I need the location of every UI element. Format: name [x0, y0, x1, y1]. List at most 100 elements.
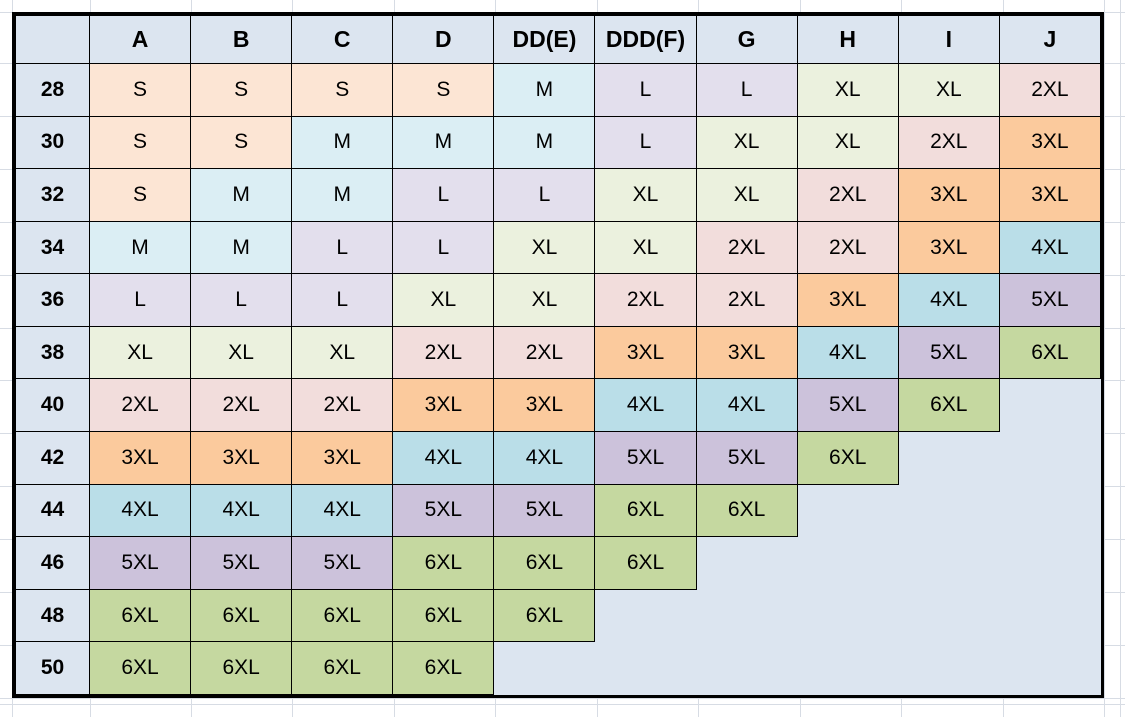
- cell-28-DD(E)[interactable]: M: [493, 63, 596, 117]
- cell-38-G[interactable]: 3XL: [695, 325, 798, 380]
- row-header-48[interactable]: 48: [15, 588, 90, 643]
- cell-46-J[interactable]: [999, 536, 1101, 590]
- cell-32-DDD(F)[interactable]: XL: [594, 168, 697, 222]
- cell-42-DDD(F)[interactable]: 5XL: [594, 431, 697, 485]
- row-header-44[interactable]: 44: [15, 483, 90, 538]
- cell-40-I[interactable]: 6XL: [897, 378, 1000, 433]
- cell-36-C[interactable]: L: [291, 273, 394, 327]
- cell-28-G[interactable]: L: [695, 63, 798, 117]
- cell-50-A[interactable]: 6XL: [88, 641, 192, 695]
- cell-36-DDD(F)[interactable]: 2XL: [594, 273, 697, 327]
- cell-36-A[interactable]: L: [88, 273, 192, 327]
- cell-42-DD(E)[interactable]: 4XL: [493, 431, 596, 485]
- cell-50-DD(E)[interactable]: [493, 641, 595, 695]
- cell-44-D[interactable]: 5XL: [392, 483, 495, 538]
- cell-28-I[interactable]: XL: [897, 63, 1000, 117]
- row-header-34[interactable]: 34: [15, 220, 90, 275]
- cell-30-DD(E)[interactable]: M: [493, 115, 596, 170]
- cell-28-A[interactable]: S: [88, 63, 192, 117]
- cell-32-B[interactable]: M: [190, 168, 293, 222]
- cell-48-D[interactable]: 6XL: [392, 588, 495, 643]
- row-header-30[interactable]: 30: [15, 115, 90, 170]
- cell-50-I[interactable]: [898, 641, 1000, 695]
- cell-44-B[interactable]: 4XL: [190, 483, 293, 538]
- cell-34-G[interactable]: 2XL: [695, 220, 798, 275]
- cell-50-DDD(F)[interactable]: [594, 641, 697, 695]
- cell-32-A[interactable]: S: [88, 168, 192, 222]
- cell-34-I[interactable]: 3XL: [897, 220, 1000, 275]
- cell-30-H[interactable]: XL: [796, 115, 899, 170]
- cell-50-B[interactable]: 6XL: [190, 641, 293, 695]
- row-header-50[interactable]: 50: [15, 641, 90, 695]
- cell-46-H[interactable]: [797, 536, 899, 590]
- cell-34-D[interactable]: L: [392, 220, 495, 275]
- cell-34-A[interactable]: M: [88, 220, 192, 275]
- cell-40-G[interactable]: 4XL: [695, 378, 798, 433]
- column-header-I[interactable]: I: [897, 15, 1000, 64]
- cell-40-H[interactable]: 5XL: [796, 378, 899, 433]
- cell-34-H[interactable]: 2XL: [796, 220, 899, 275]
- cell-28-DDD(F)[interactable]: L: [594, 63, 697, 117]
- cell-34-C[interactable]: L: [291, 220, 394, 275]
- cell-30-I[interactable]: 2XL: [897, 115, 1000, 170]
- cell-32-H[interactable]: 2XL: [796, 168, 899, 222]
- row-header-42[interactable]: 42: [15, 431, 90, 485]
- row-header-36[interactable]: 36: [15, 273, 90, 327]
- cell-48-DD(E)[interactable]: 6XL: [493, 588, 596, 643]
- cell-46-G[interactable]: [696, 536, 798, 590]
- cell-36-H[interactable]: 3XL: [796, 273, 899, 327]
- cell-38-A[interactable]: XL: [88, 325, 192, 380]
- column-header-H[interactable]: H: [796, 15, 899, 64]
- row-header-40[interactable]: 40: [15, 378, 90, 433]
- cell-36-DD(E)[interactable]: XL: [493, 273, 596, 327]
- cell-30-B[interactable]: S: [190, 115, 293, 170]
- row-header-38[interactable]: 38: [15, 325, 90, 380]
- cell-48-J[interactable]: [999, 589, 1101, 642]
- cell-50-C[interactable]: 6XL: [291, 641, 394, 695]
- column-header-C[interactable]: C: [291, 15, 394, 64]
- cell-30-J[interactable]: 3XL: [998, 115, 1102, 170]
- cell-38-DD(E)[interactable]: 2XL: [493, 325, 596, 380]
- cell-48-DDD(F)[interactable]: [594, 589, 697, 642]
- row-header-28[interactable]: 28: [15, 63, 90, 117]
- column-header-DD(E)[interactable]: DD(E): [493, 15, 596, 64]
- cell-50-G[interactable]: [696, 641, 798, 695]
- column-header-J[interactable]: J: [998, 15, 1102, 64]
- cell-44-C[interactable]: 4XL: [291, 483, 394, 538]
- cell-42-H[interactable]: 6XL: [796, 431, 899, 485]
- cell-38-J[interactable]: 6XL: [998, 325, 1102, 380]
- cell-42-I[interactable]: [898, 431, 1000, 485]
- cell-38-B[interactable]: XL: [190, 325, 293, 380]
- cell-40-B[interactable]: 2XL: [190, 378, 293, 433]
- cell-30-G[interactable]: XL: [695, 115, 798, 170]
- cell-48-G[interactable]: [696, 589, 798, 642]
- cell-28-B[interactable]: S: [190, 63, 293, 117]
- column-header-B[interactable]: B: [190, 15, 293, 64]
- cell-38-D[interactable]: 2XL: [392, 325, 495, 380]
- cell-48-H[interactable]: [797, 589, 899, 642]
- cell-32-G[interactable]: XL: [695, 168, 798, 222]
- cell-42-J[interactable]: [999, 431, 1101, 485]
- cell-28-C[interactable]: S: [291, 63, 394, 117]
- cell-32-C[interactable]: M: [291, 168, 394, 222]
- cell-42-A[interactable]: 3XL: [88, 431, 192, 485]
- cell-34-B[interactable]: M: [190, 220, 293, 275]
- cell-40-DD(E)[interactable]: 3XL: [493, 378, 596, 433]
- cell-46-C[interactable]: 5XL: [291, 536, 394, 590]
- cell-32-D[interactable]: L: [392, 168, 495, 222]
- cell-30-DDD(F)[interactable]: L: [594, 115, 697, 170]
- cell-44-G[interactable]: 6XL: [695, 483, 798, 538]
- cell-44-DDD(F)[interactable]: 6XL: [594, 483, 697, 538]
- cell-30-A[interactable]: S: [88, 115, 192, 170]
- cell-30-D[interactable]: M: [392, 115, 495, 170]
- column-header-D[interactable]: D: [392, 15, 495, 64]
- cell-46-B[interactable]: 5XL: [190, 536, 293, 590]
- cell-44-I[interactable]: [898, 484, 1000, 537]
- cell-34-DD(E)[interactable]: XL: [493, 220, 596, 275]
- cell-38-H[interactable]: 4XL: [796, 325, 899, 380]
- cell-44-H[interactable]: [797, 484, 899, 537]
- cell-28-D[interactable]: S: [392, 63, 495, 117]
- cell-48-B[interactable]: 6XL: [190, 588, 293, 643]
- cell-36-B[interactable]: L: [190, 273, 293, 327]
- cell-42-C[interactable]: 3XL: [291, 431, 394, 485]
